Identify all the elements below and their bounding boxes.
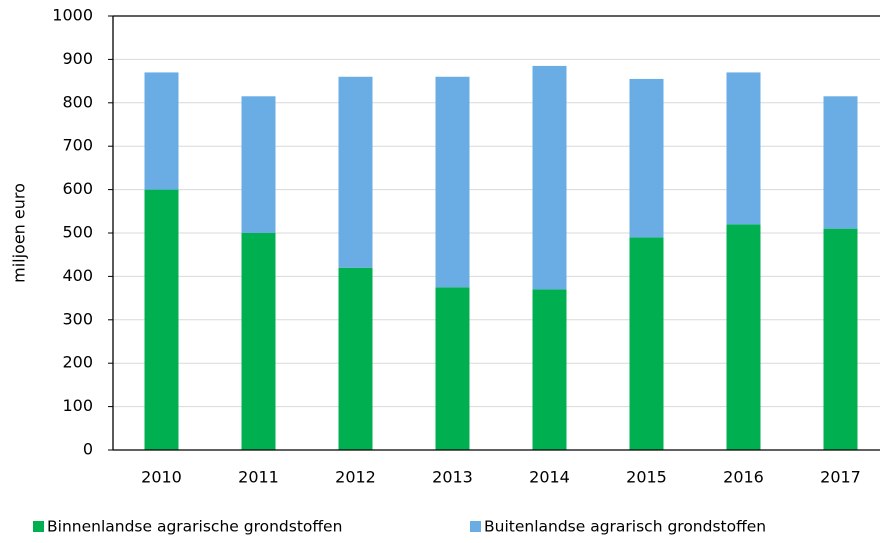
bar-segment bbox=[435, 287, 470, 450]
y-tick-label: 800 bbox=[62, 92, 93, 111]
bar-segment bbox=[338, 76, 373, 268]
y-tick-label: 1000 bbox=[52, 6, 93, 25]
bar-segment bbox=[241, 233, 276, 450]
y-tick-label: 100 bbox=[62, 396, 93, 415]
bar-segment bbox=[726, 224, 761, 450]
y-axis-label: miljoen euro bbox=[10, 183, 29, 283]
bar-segment bbox=[338, 267, 373, 450]
y-tick-label: 0 bbox=[83, 440, 93, 459]
bar-segment bbox=[629, 78, 664, 238]
x-tick-label: 2014 bbox=[529, 468, 570, 487]
bar-segment bbox=[726, 72, 761, 225]
bar-segment bbox=[144, 189, 179, 450]
x-tick-label: 2016 bbox=[723, 468, 764, 487]
y-tick-label: 700 bbox=[62, 136, 93, 155]
y-tick-label: 500 bbox=[62, 223, 93, 242]
bar-segment bbox=[435, 76, 470, 288]
x-tick-label: 2010 bbox=[141, 468, 182, 487]
bar-segment bbox=[823, 96, 858, 229]
bar-segment bbox=[532, 289, 567, 450]
bar-segment bbox=[532, 65, 567, 290]
legend-label: Binnenlandse agrarische grondstoffen bbox=[47, 518, 342, 536]
y-tick-label: 600 bbox=[62, 179, 93, 198]
legend-swatch bbox=[470, 521, 481, 532]
bar-segment bbox=[144, 72, 179, 190]
y-tick-label: 900 bbox=[62, 49, 93, 68]
x-tick-label: 2011 bbox=[238, 468, 279, 487]
bar-segment bbox=[241, 96, 276, 233]
legend-swatch bbox=[33, 521, 44, 532]
x-tick-label: 2017 bbox=[820, 468, 861, 487]
x-tick-label: 2015 bbox=[626, 468, 667, 487]
y-tick-label: 400 bbox=[62, 266, 93, 285]
legend-label: Buitenlandse agrarisch grondstoffen bbox=[484, 518, 766, 536]
bar-segment bbox=[823, 228, 858, 450]
x-tick-label: 2012 bbox=[335, 468, 376, 487]
y-tick-label: 300 bbox=[62, 309, 93, 328]
bar-segment bbox=[629, 237, 664, 450]
y-tick-label: 200 bbox=[62, 353, 93, 372]
x-tick-label: 2013 bbox=[432, 468, 473, 487]
